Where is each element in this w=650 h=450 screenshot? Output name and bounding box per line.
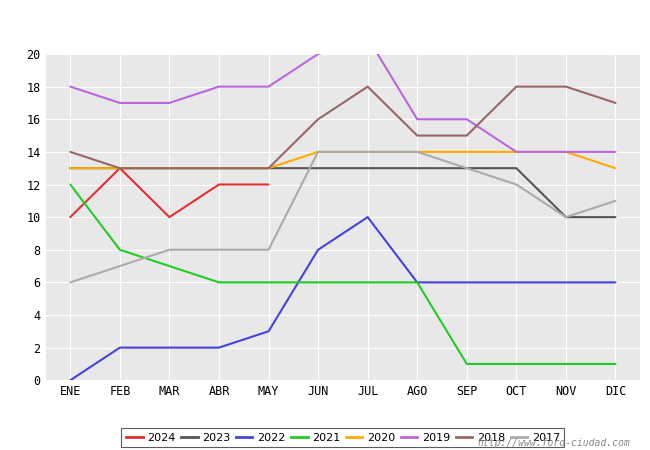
Text: Afiliados en Tribaldos a 31/5/2024: Afiliados en Tribaldos a 31/5/2024 bbox=[170, 16, 480, 31]
Legend: 2024, 2023, 2022, 2021, 2020, 2019, 2018, 2017: 2024, 2023, 2022, 2021, 2020, 2019, 2018… bbox=[122, 428, 564, 447]
Text: http://www.foro-ciudad.com: http://www.foro-ciudad.com bbox=[478, 438, 630, 448]
